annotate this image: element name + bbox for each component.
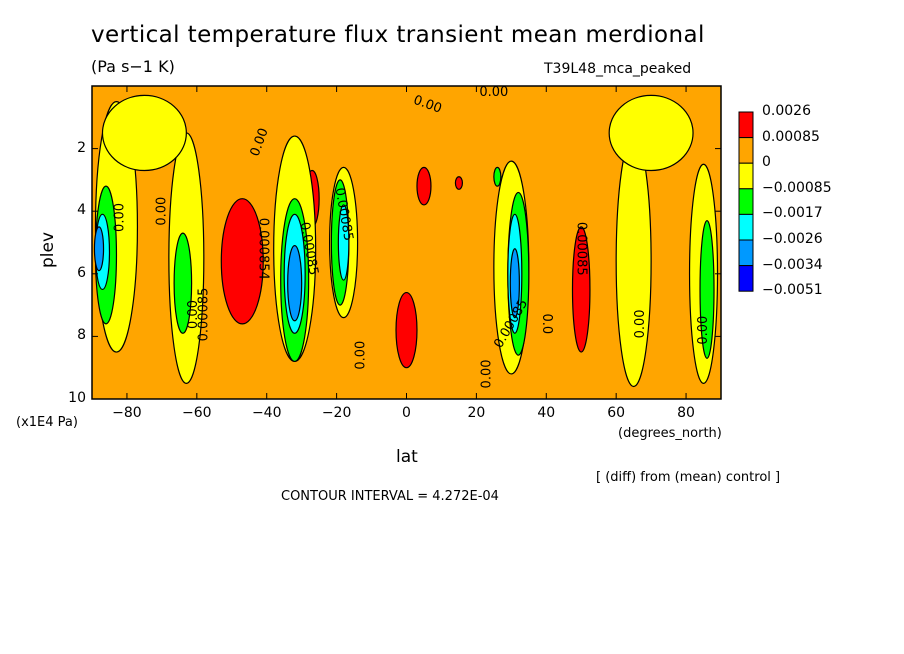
contour-label: 0.00: [354, 341, 369, 370]
contour-region-near-zero: [101, 94, 187, 172]
colorbar: [738, 111, 754, 292]
x-tick-label: 80: [677, 405, 695, 421]
chart-title: vertical temperature flux transient mean…: [91, 22, 705, 48]
contour-region-negative-low: [493, 166, 502, 187]
contour-label: 0.000854: [256, 218, 271, 280]
colorbar-swatch: [738, 162, 754, 190]
contour-region-positive-high: [454, 176, 464, 190]
colorbar-swatch: [738, 188, 754, 215]
colorbar-swatch: [738, 239, 754, 267]
contour-region-negative-high: [509, 248, 520, 319]
contour-region-negative-low: [699, 219, 715, 359]
contour-interval: CONTOUR INTERVAL = 4.272E-04: [281, 489, 499, 504]
contour-label: 0.00: [112, 203, 127, 232]
colorbar-label: −0.0026: [762, 231, 823, 247]
chart-units: (Pa s−1 K): [91, 57, 175, 76]
contour-regions: [93, 94, 719, 388]
contour-region-positive-high: [395, 291, 418, 369]
colorbar-swatch: [738, 111, 754, 139]
x-tick-label: 40: [537, 405, 556, 421]
colorbar-swatch: [738, 265, 754, 292]
colorbar-label: −0.0051: [762, 282, 823, 299]
colorbar-swatch: [738, 137, 754, 164]
contour-region-negative-high: [93, 226, 105, 272]
y-tick-label: 10: [68, 390, 86, 406]
difference-note: [ (diff) from (mean) control ]: [596, 470, 781, 485]
colorbar-label: 0: [762, 154, 771, 171]
x-tick-label: −20: [321, 405, 352, 421]
x-axis-units: (degrees_north): [618, 426, 722, 441]
contour-label: 0.00085: [196, 288, 211, 342]
contour-label: 0.00: [633, 309, 648, 338]
colorbar-label: 0.0026: [762, 103, 811, 119]
y-tick-label: 6: [77, 264, 86, 281]
contour-label: 0.00: [479, 85, 508, 100]
x-axis-label: lat: [396, 447, 418, 467]
contour-region-near-zero: [615, 135, 652, 388]
contour-label: 0.00: [154, 197, 169, 226]
x-tick-label: −60: [182, 405, 212, 421]
colorbar-label: 0.00085: [762, 128, 820, 145]
colorbar-label: −0.0034: [762, 256, 823, 273]
x-tick-label: 0: [402, 405, 411, 421]
plot-frame: [91, 85, 722, 400]
y-tick-label: 2: [77, 139, 86, 156]
y-tick-label: 4: [77, 202, 86, 219]
contour-region-negative-low: [173, 232, 193, 334]
experiment-name: T39L48_mca_peaked: [544, 61, 692, 77]
x-tick-label: 60: [607, 405, 626, 421]
contour-region-positive-high: [416, 166, 432, 206]
colorbar-label: −0.00085: [762, 179, 832, 196]
contour-label: 0.0: [539, 314, 554, 335]
contour-region-near-zero: [608, 94, 694, 172]
contour-label: 0.00085: [574, 222, 589, 276]
x-tick-label: 20: [467, 405, 486, 421]
contour-label: 0.00: [696, 316, 711, 345]
contour-region-negative-high: [287, 245, 303, 322]
x-tick-label: −80: [112, 405, 142, 421]
x-tick-label: −40: [251, 405, 282, 421]
contour-region-positive-high: [220, 198, 264, 325]
colorbar-swatch: [738, 213, 754, 241]
contour-label: 0.00: [186, 300, 201, 329]
contour-label: 0.00: [479, 359, 494, 388]
colorbar-label: −0.0017: [762, 205, 823, 222]
y-tick-label: 8: [77, 327, 86, 344]
contour-region-negative-mid: [337, 204, 350, 281]
y-axis-units: (x1E4 Pa): [16, 415, 78, 430]
contour-region-positive-high: [571, 226, 591, 353]
